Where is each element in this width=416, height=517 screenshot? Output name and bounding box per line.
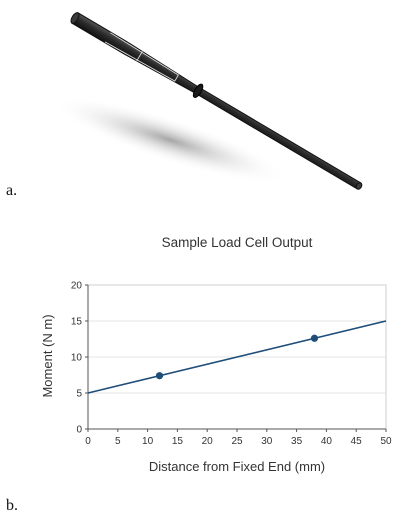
- x-tick-label: 30: [261, 436, 273, 447]
- y-tick-label: 0: [76, 425, 82, 436]
- x-tick-label: 25: [231, 436, 243, 447]
- x-tick-label: 0: [85, 436, 91, 447]
- x-tick-label: 10: [142, 436, 154, 447]
- y-tick-label: 5: [76, 389, 82, 400]
- x-tick-label: 50: [380, 436, 392, 447]
- panel-a-label: a.: [6, 182, 17, 200]
- x-tick-label: 15: [172, 436, 184, 447]
- x-axis-title: Distance from Fixed End (mm): [149, 459, 325, 474]
- y-axis-title: Moment (N m): [40, 314, 55, 397]
- x-tick-label: 35: [291, 436, 303, 447]
- y-tick-label: 20: [71, 281, 83, 292]
- load-cell-rod-illustration: [0, 0, 416, 215]
- x-tick-label: 40: [321, 436, 333, 447]
- rod-seam-line: [109, 33, 179, 75]
- panel-b-label: b.: [6, 497, 18, 515]
- y-tick-label: 10: [71, 353, 83, 364]
- x-tick-label: 45: [351, 436, 363, 447]
- data-point: [156, 372, 163, 379]
- rod-shadow: [44, 80, 295, 199]
- y-tick-label: 15: [71, 317, 83, 328]
- load-cell-output-chart: Sample Load Cell Output 0 5 10 15 20 25 30 35 40…: [0, 225, 416, 485]
- x-tick-label: 20: [202, 436, 214, 447]
- x-tick-label: 5: [115, 436, 121, 447]
- ticks-layer: 0 5 10 15 20 25 30 35 40 45 50 0 5 10 15 20: [71, 281, 392, 448]
- data-point: [311, 335, 318, 342]
- chart-title: Sample Load Cell Output: [162, 235, 313, 250]
